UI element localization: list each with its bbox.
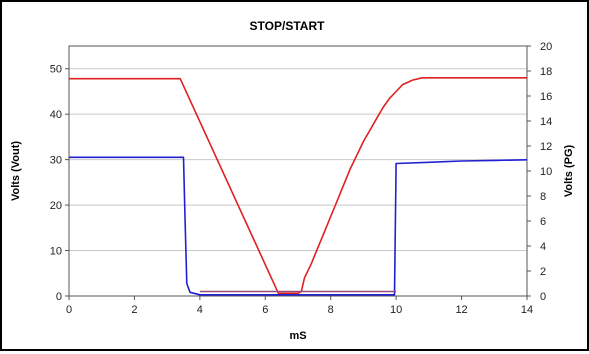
x-tick-label-4: 8 bbox=[328, 304, 334, 316]
y-tick-label-4: 40 bbox=[50, 109, 62, 121]
x-tick-label-6: 12 bbox=[455, 304, 467, 316]
y-tick-label-5: 50 bbox=[50, 64, 62, 76]
y2-tick-label-2: 4 bbox=[540, 241, 546, 253]
y2-tick-label-9: 18 bbox=[540, 66, 552, 78]
x-tick-label-3: 6 bbox=[262, 304, 268, 316]
chart-svg: STOP/START 0 2 4 6 8 10 12 14 0 10 20 30 40 50 0 2 4 6 8 10… bbox=[10, 19, 575, 342]
y2-tick-label-6: 12 bbox=[540, 141, 552, 153]
y2-tick-label-5: 10 bbox=[540, 166, 552, 178]
y2-tick-label-7: 14 bbox=[540, 116, 552, 128]
x-tick-label-5: 10 bbox=[390, 304, 402, 316]
y-tick-label-2: 20 bbox=[50, 200, 62, 212]
grid-layer bbox=[69, 68, 527, 297]
y-tick-label-3: 30 bbox=[50, 155, 62, 167]
chart-title: STOP/START bbox=[250, 19, 326, 33]
y-tick-label-0: 0 bbox=[56, 291, 62, 303]
y-axis-title-left: Volts (Vout) bbox=[10, 141, 22, 201]
plot-area-border bbox=[68, 45, 528, 297]
y-tick-label-1: 10 bbox=[50, 246, 62, 258]
y2-tick-label-1: 2 bbox=[540, 266, 546, 278]
y-axis-title-right: Volts (PG) bbox=[563, 144, 575, 197]
y2-tick-label-8: 16 bbox=[540, 91, 552, 103]
x-axis-title: mS bbox=[289, 330, 306, 342]
y2-tick-label-0: 0 bbox=[540, 291, 546, 303]
x-tick-label-7: 14 bbox=[521, 304, 533, 316]
x-tick-label-1: 2 bbox=[131, 304, 137, 316]
series-layer bbox=[69, 77, 528, 296]
series-line-1 bbox=[69, 156, 528, 296]
y2-tick-label-4: 8 bbox=[540, 191, 546, 203]
x-tick-label-0: 0 bbox=[66, 304, 72, 316]
series-line-0 bbox=[69, 77, 527, 295]
y2-tick-label-10: 20 bbox=[540, 41, 552, 53]
y2-tick-label-3: 6 bbox=[540, 216, 546, 228]
x-tick-label-2: 4 bbox=[197, 304, 203, 316]
axis-layer: 0 2 4 6 8 10 12 14 0 10 20 30 40 50 0 2 4 6 8 10 12 14 16 18 20 bbox=[50, 41, 553, 316]
